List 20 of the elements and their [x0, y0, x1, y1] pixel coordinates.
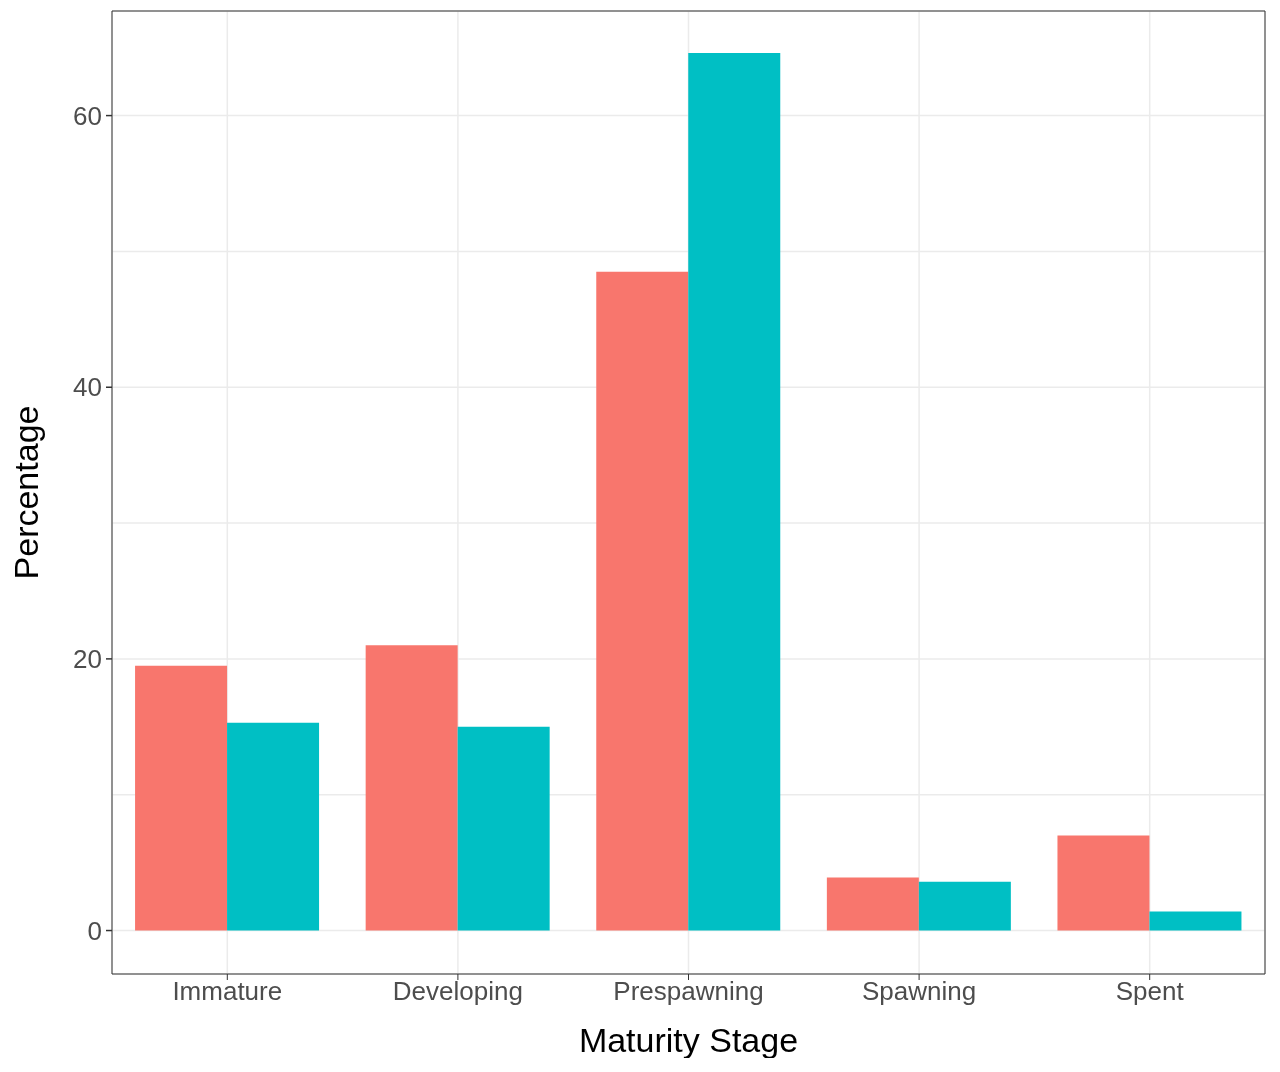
bar — [688, 53, 781, 931]
y-tick-label: 40 — [73, 372, 102, 403]
y-tick-label: 0 — [87, 915, 102, 946]
bar — [596, 271, 689, 931]
y-tick-label: 60 — [73, 100, 102, 131]
bar — [227, 722, 320, 931]
y-axis-title: Percentage — [7, 405, 46, 580]
bar — [365, 645, 458, 931]
y-tick-label: 20 — [73, 643, 102, 674]
bar — [826, 877, 919, 931]
bar — [457, 726, 550, 931]
bar — [135, 665, 228, 931]
x-tick-label: Prespawning — [613, 976, 764, 1007]
x-tick-label: Spent — [1115, 976, 1185, 1007]
x-tick-label: Immature — [172, 976, 283, 1007]
x-tick-label: Spawning — [862, 976, 977, 1007]
bar — [918, 881, 1011, 931]
x-tick-label: Developing — [392, 976, 523, 1007]
bar — [1149, 911, 1242, 931]
bar — [1057, 835, 1150, 931]
